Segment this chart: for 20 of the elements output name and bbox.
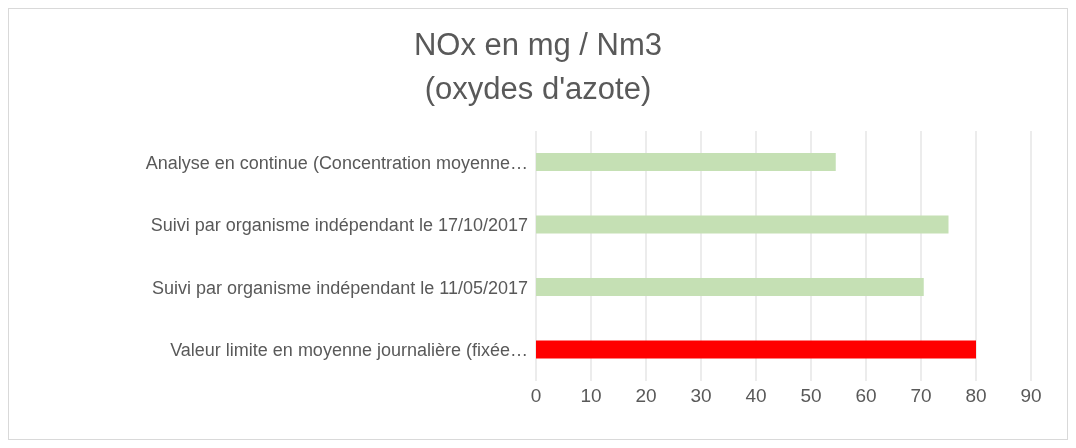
x-tick-label: 60 — [855, 385, 877, 407]
x-tick-label: 70 — [910, 385, 932, 407]
bar — [536, 340, 976, 359]
y-tick-label: Suivi par organisme indépendant le 17/10/2017 — [150, 215, 528, 236]
y-tick-label: Analyse en continue (Concentration moyenne… — [145, 152, 528, 173]
bar — [536, 153, 836, 171]
chart-subtitle: (oxydes d'azote) — [423, 70, 653, 108]
x-tick-label: 0 — [530, 385, 542, 407]
bar — [536, 215, 949, 234]
x-tick-label: 10 — [580, 385, 602, 407]
y-tick-label: Suivi par organisme indépendant le 11/05/2017 — [152, 277, 528, 298]
x-tick-label: 80 — [965, 385, 987, 407]
x-tick-label: 90 — [1020, 385, 1042, 407]
x-tick-label: 40 — [745, 385, 767, 407]
bar — [536, 278, 924, 296]
x-tick-label: 50 — [800, 385, 822, 407]
x-tick-label: 30 — [690, 385, 712, 407]
x-tick-label: 20 — [635, 385, 657, 407]
y-tick-label: Valeur limite en moyenne journalière (fixée… — [170, 340, 528, 361]
chart-title: NOx en mg / Nm3 — [412, 26, 664, 64]
